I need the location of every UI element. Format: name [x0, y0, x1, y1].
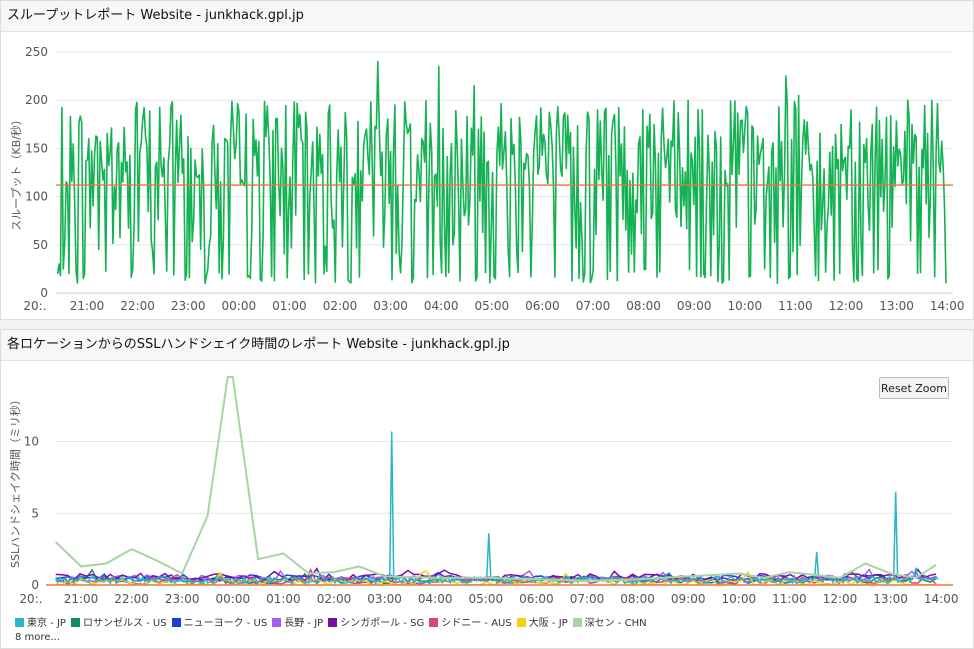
x-tick-label: 22:00	[114, 592, 149, 606]
legend-swatch	[516, 618, 526, 627]
legend-label: シンガポール - SG	[340, 618, 425, 629]
x-tick-label: 06:00	[525, 299, 560, 313]
reset-zoom-button[interactable]: Reset Zoom	[879, 377, 949, 399]
y-tick-label: 200	[25, 93, 48, 107]
x-tick-label: 00:00	[216, 592, 251, 606]
x-tick-label: 05:00	[475, 299, 510, 313]
x-tick-label: 11:00	[778, 299, 813, 313]
legend-swatch	[15, 618, 24, 627]
x-tick-label: 23:00	[165, 592, 200, 606]
throughput-panel: スループットレポート Website - junkhack.gpl.jp 0 50…	[0, 0, 974, 320]
series-line-tokyo	[55, 431, 939, 586]
ssl-chart: 0 5 10 20:. 21:00 22:00 23:00 00:00 01:00 02:00 03…	[8, 376, 959, 606]
legend-swatch	[429, 618, 439, 627]
x-tick-label: 20:.	[19, 592, 42, 606]
y-tick-label: 5	[31, 506, 39, 520]
legend-item[interactable]: 東京 - JP	[15, 617, 66, 631]
legend-item[interactable]: 大阪 - JP	[516, 617, 568, 631]
x-tick-label: 01:00	[266, 592, 301, 606]
x-tick-label: 12:00	[823, 592, 858, 606]
x-tick-label: 09:00	[677, 299, 712, 313]
legend-label: ニューヨーク - US	[183, 618, 268, 629]
x-tick-label: 04:00	[418, 592, 453, 606]
x-tick-label: 01:00	[272, 299, 307, 313]
legend-item[interactable]: 長野 - JP	[272, 617, 323, 631]
x-tick-label: 22:00	[120, 299, 155, 313]
legend-swatch	[70, 618, 80, 627]
legend-label: ロサンゼルス - US	[82, 618, 167, 629]
x-tick-label: 13:00	[873, 592, 908, 606]
series-line-shenzhen	[55, 376, 937, 582]
x-tick-label: 03:00	[367, 592, 402, 606]
y-tick-label: 10	[24, 435, 39, 449]
y-tick-label: 0	[31, 578, 39, 592]
y-tick-label: 100	[25, 190, 48, 204]
x-tick-label: 11:00	[772, 592, 807, 606]
legend-swatch	[572, 618, 582, 627]
x-tick-label: 07:00	[570, 592, 605, 606]
x-tick-label: 02:00	[323, 299, 358, 313]
legend-swatch	[171, 618, 181, 627]
throughput-title: スループットレポート Website - junkhack.gpl.jp	[1, 1, 973, 32]
y-axis-label: スループット（KB/秒）	[9, 114, 23, 231]
legend-item[interactable]: シンガポール - SG	[328, 617, 424, 631]
legend-item[interactable]: 深セン - CHN	[572, 617, 647, 631]
y-axis-label: SSLハンドシェイク時間（ミリ秒）	[8, 394, 22, 568]
x-tick-label: 21:00	[70, 299, 105, 313]
y-tick-label: 50	[33, 238, 48, 252]
legend-label: 深セン - CHN	[584, 618, 647, 629]
ssl-legend: 東京 - JP ロサンゼルス - US ニューヨーク - US 長野 - JP シンガポ…	[15, 617, 965, 645]
legend-label: シドニー - AUS	[441, 618, 512, 629]
x-tick-label: 10:00	[728, 299, 763, 313]
legend-label: 長野 - JP	[284, 618, 324, 629]
y-tick-label: 250	[25, 45, 48, 59]
ssl-panel: 各ロケーションからのSSLハンドシェイク時間のレポート Website - ju…	[0, 329, 974, 649]
ssl-title: 各ロケーションからのSSLハンドシェイク時間のレポート Website - ju…	[1, 330, 973, 361]
throughput-chart: 0 50 100 150 200 250 20:. 21:00 22:00 23:00 00:00 0…	[9, 45, 965, 313]
x-tick-label: 04:00	[424, 299, 459, 313]
x-tick-label: 10:00	[722, 592, 757, 606]
legend-item[interactable]: ニューヨーク - US	[171, 617, 268, 631]
legend-item[interactable]: ロサンゼルス - US	[70, 617, 167, 631]
x-tick-label: 12:00	[829, 299, 864, 313]
x-tick-label: 13:00	[879, 299, 914, 313]
x-tick-label: 21:00	[64, 592, 99, 606]
legend-swatch	[328, 618, 338, 627]
legend-label: 大阪 - JP	[528, 618, 568, 629]
x-tick-label: 08:00	[626, 299, 661, 313]
legend-swatch	[272, 618, 282, 627]
x-tick-label: 06:00	[519, 592, 554, 606]
x-tick-label: 14:00	[930, 299, 965, 313]
throughput-series-line	[56, 60, 947, 285]
legend-item[interactable]: シドニー - AUS	[429, 617, 512, 631]
x-tick-label: 07:00	[576, 299, 611, 313]
x-tick-label: 23:00	[171, 299, 206, 313]
legend-more-link[interactable]: 8 more...	[15, 632, 60, 643]
x-tick-label: 03:00	[373, 299, 408, 313]
x-tick-label: 20:.	[23, 299, 46, 313]
x-tick-label: 05:00	[469, 592, 504, 606]
y-tick-label: 150	[25, 141, 48, 155]
x-tick-label: 09:00	[671, 592, 706, 606]
legend-label: 東京 - JP	[27, 618, 66, 629]
y-tick-label: 0	[40, 286, 48, 300]
x-tick-label: 14:00	[924, 592, 959, 606]
x-tick-label: 00:00	[222, 299, 257, 313]
x-tick-label: 08:00	[620, 592, 655, 606]
x-tick-label: 02:00	[317, 592, 352, 606]
